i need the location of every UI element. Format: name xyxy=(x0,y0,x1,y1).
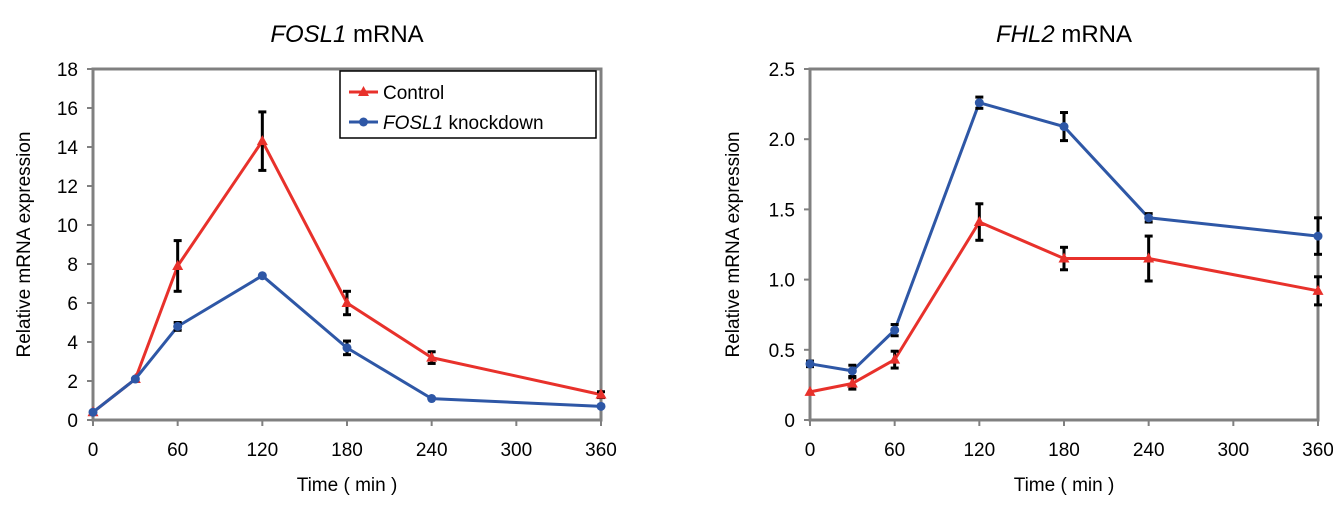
fhl2-chart-title: FHL2 mRNA xyxy=(996,21,1132,48)
x-tick-label: 360 xyxy=(585,440,617,461)
x-tick-label: 360 xyxy=(1302,440,1333,461)
y-tick-label: 2 xyxy=(67,372,78,393)
x-tick-label: 60 xyxy=(167,440,188,461)
x-tick-label: 180 xyxy=(331,440,363,461)
series-1-point xyxy=(890,325,900,335)
y-tick-label: 10 xyxy=(57,216,78,237)
fhl2-x-axis-label: Time ( min ) xyxy=(1014,475,1115,496)
legend-item: Control xyxy=(349,83,444,104)
fosl1-knockdown-point xyxy=(173,321,183,331)
y-tick-label: 2.5 xyxy=(769,60,795,81)
legend-label-gene: FOSL1 xyxy=(383,113,443,134)
legend-item: FOSL1 knockdown xyxy=(349,113,544,134)
legend-label: Control xyxy=(383,83,444,104)
x-tick-label: 240 xyxy=(416,440,448,461)
x-tick-label: 300 xyxy=(500,440,532,461)
series-1-point xyxy=(1313,231,1323,241)
y-tick-label: 1.0 xyxy=(769,271,795,292)
y-tick-label: 14 xyxy=(57,138,79,159)
control-point xyxy=(172,259,184,270)
x-tick-label: 300 xyxy=(1217,440,1249,461)
y-tick-label: 12 xyxy=(57,177,78,198)
fosl1-legend: Control FOSL1 knockdown xyxy=(339,70,597,139)
y-tick-label: 0 xyxy=(67,411,78,432)
series-1-point xyxy=(974,98,984,108)
x-tick-label: 120 xyxy=(246,440,278,461)
series-1-point xyxy=(847,366,857,376)
control-point xyxy=(341,297,353,307)
chart-title-gene: FHL2 xyxy=(996,21,1055,48)
y-tick-label: 16 xyxy=(57,99,78,120)
control-point xyxy=(595,388,607,399)
fosl1-x-axis-label: Time ( min ) xyxy=(297,475,398,496)
x-tick-label: 0 xyxy=(805,440,816,461)
series-0-point xyxy=(1143,252,1155,263)
series-0-point xyxy=(1058,252,1070,263)
y-tick-label: 8 xyxy=(67,255,78,276)
chart-title-suffix: mRNA xyxy=(1055,21,1132,48)
x-tick-label: 60 xyxy=(884,440,905,461)
y-tick-label: 0.5 xyxy=(769,341,795,362)
legend-marker xyxy=(359,117,368,127)
series-0-point xyxy=(804,385,816,396)
y-tick-label: 6 xyxy=(67,294,78,315)
x-tick-label: 120 xyxy=(963,440,995,461)
fosl1-knockdown-point xyxy=(596,401,606,411)
chart-title-gene: FOSL1 xyxy=(270,21,346,48)
y-tick-label: 18 xyxy=(57,60,78,81)
fhl2-chart-panel: FHL2 mRNA 0 0.5 1.0 1.5 2.0 2.5 0 60 120 180 240 300… xyxy=(723,21,1333,496)
x-tick-label: 240 xyxy=(1133,440,1165,461)
series-0-point xyxy=(846,377,858,388)
series-1-point xyxy=(1144,213,1154,223)
fosl1-knockdown-point xyxy=(257,271,267,281)
y-tick-label: 4 xyxy=(67,333,78,354)
series-0-point xyxy=(973,216,985,227)
y-tick-label: 2.0 xyxy=(769,130,795,151)
legend-label-text: knockdown xyxy=(443,113,543,134)
chart-title-suffix: mRNA xyxy=(346,21,423,48)
fosl1-y-axis-label: Relative mRNA expression xyxy=(14,132,35,358)
control-point xyxy=(426,351,438,362)
legend-label: FOSL1 knockdown xyxy=(383,113,544,134)
fosl1-knockdown-point xyxy=(88,407,98,417)
fosl1-knockdown-point xyxy=(427,394,437,404)
series-1-point xyxy=(805,359,815,369)
fosl1-knockdown-point xyxy=(130,374,140,384)
control-point xyxy=(256,135,268,146)
y-tick-label: 1.5 xyxy=(769,200,795,221)
y-tick-label: 0 xyxy=(784,411,795,432)
series-0-point xyxy=(889,353,901,364)
x-tick-label: 180 xyxy=(1048,440,1080,461)
series-1-point xyxy=(1059,122,1069,132)
fosl1-chart-title: FOSL1 mRNA xyxy=(270,21,423,48)
legend-box xyxy=(339,70,597,139)
legend-label-text: Control xyxy=(383,83,444,104)
series-0-point xyxy=(1312,284,1324,295)
fosl1-knockdown-point xyxy=(342,343,352,353)
x-tick-label: 0 xyxy=(88,440,99,461)
legend-marker xyxy=(358,86,369,96)
fhl2-y-axis-label: Relative mRNA expression xyxy=(723,132,744,358)
